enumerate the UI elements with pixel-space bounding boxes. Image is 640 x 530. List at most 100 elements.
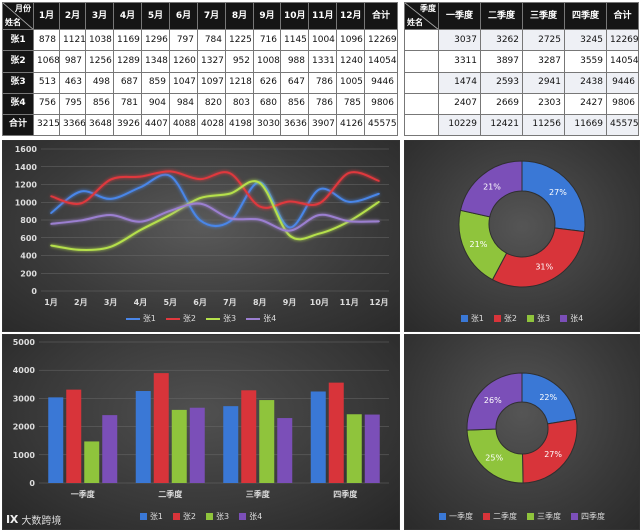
bar-chart-legend-label: 张4	[249, 512, 263, 521]
monthly-table-cell: 1225	[225, 29, 254, 52]
donut-chart-quarter-legend-swatch	[527, 513, 534, 520]
monthly-table-column-header: 合计	[364, 1, 398, 31]
line-chart-x-tick-label: 11月	[340, 298, 359, 307]
quarterly-table-column-header: 二季度	[480, 1, 523, 31]
monthly-table-row-header: 张4	[2, 92, 34, 115]
bar-chart-legend-swatch	[139, 513, 147, 520]
bar-chart-legend-swatch	[172, 513, 180, 520]
monthly-table-cell: 1256	[85, 50, 114, 73]
monthly-table-cell: 1260	[169, 50, 198, 73]
line-chart-x-tick-label: 2月	[74, 298, 88, 307]
line-chart-x-tick-label: 1月	[44, 298, 58, 307]
monthly-table-corner-bottom: 姓名	[5, 18, 21, 28]
line-chart-y-tick-label: 1200	[15, 181, 38, 190]
line-point	[50, 212, 52, 214]
donut-chart-quarter-slice-label: 25%	[485, 453, 503, 462]
donut-chart-person-legend-item: 张2	[493, 313, 517, 324]
line-point	[109, 178, 112, 181]
quarterly-table-column-header: 合计	[606, 1, 639, 31]
monthly-table-cell: 1097	[197, 71, 226, 94]
donut-chart-quarter-legend-swatch	[571, 513, 578, 520]
bar-chart: 0 1000 2000 3000 4000 5000 一季度 二季度 三季度 四季度	[13, 338, 389, 499]
quarterly-table-row: 张3 1474 2593 2941 2438 9446	[404, 71, 639, 94]
line-chart-x-tick-label: 10月	[310, 298, 329, 307]
quarterly-table-row: 张2 3311 3897 3287 3559 14054	[404, 50, 639, 73]
monthly-table-cell: 1327	[197, 50, 226, 73]
watermark-logo-icon: Ⅸ	[6, 513, 19, 526]
donut-chart-person-legend-label: 张2	[503, 314, 517, 323]
quarterly-table-corner-top: 季度	[420, 4, 436, 13]
bar-3	[346, 414, 362, 483]
monthly-table-cell: 12269	[364, 29, 398, 52]
line-point	[169, 213, 172, 216]
line-chart-legend-item: 张1	[125, 313, 156, 324]
line-point	[50, 195, 52, 198]
line-point	[199, 197, 201, 199]
monthly-table-column-header: 8月	[225, 1, 254, 31]
donut-chart-person-legend: 张1 张2 张3 张4	[405, 313, 639, 324]
donut-chart-quarter-legend-swatch	[439, 513, 446, 520]
line-point	[258, 205, 261, 208]
line-point	[139, 220, 142, 223]
monthly-table-cell: 1145	[280, 29, 309, 52]
quarterly-table-cell: 3245	[564, 29, 607, 52]
monthly-table-column-header: 7月	[197, 1, 226, 31]
bar-chart-y-tick-label: 0	[29, 479, 35, 488]
line-point	[318, 202, 321, 205]
bar-chart-x-tick-label: 四季度	[333, 489, 358, 499]
line-series-3	[50, 180, 380, 251]
donut-chart-person-legend-swatch	[527, 315, 534, 322]
donut-chart-person-legend-label: 张3	[537, 314, 551, 323]
line-point	[318, 188, 321, 191]
quarterly-table-row-header: 张4	[404, 92, 439, 115]
quarterly-table-cell: 11256	[522, 113, 565, 137]
monthly-table-cell: 45575	[364, 113, 398, 137]
quarterly-table-cell: 9806	[606, 92, 639, 115]
line-point	[318, 214, 321, 216]
line-chart-y-tick-label: 1400	[15, 163, 38, 172]
monthly-table-cell: 680	[253, 92, 281, 115]
donut-chart-person-legend-swatch	[560, 315, 568, 322]
monthly-table-cell: 1047	[169, 71, 198, 94]
monthly-table-cell: 795	[59, 92, 86, 115]
quarterly-table-row-header: 合计	[404, 113, 439, 137]
bar-3	[171, 409, 187, 483]
monthly-table-row-header: 合计	[2, 113, 34, 137]
donut-chart-person-slice-label: 21%	[470, 240, 488, 249]
quarterly-table-row-header: 张2	[404, 50, 439, 73]
monthly-table-cell: 1348	[141, 50, 170, 73]
monthly-table-row: 张1 878 1121 1038 1169 1296 797 784 1225 716 1145 10…	[2, 29, 398, 52]
monthly-table-cell: 3366	[59, 113, 86, 137]
donut-chart-quarter-slice-2	[521, 418, 578, 484]
line-point	[199, 219, 201, 222]
monthly-table-cell: 513	[33, 71, 60, 94]
quarterly-table-cell: 3559	[564, 50, 607, 73]
bar-chart-legend-item: 张3	[206, 511, 229, 522]
monthly-table-cell: 626	[253, 71, 281, 94]
line-point	[109, 246, 112, 248]
line-point	[378, 180, 380, 182]
line-point	[50, 244, 52, 247]
line-chart-y-tick-label: 0	[31, 287, 37, 296]
line-chart-x-tick-label: 9月	[283, 298, 297, 307]
monthly-table-column-header: 10月	[280, 1, 309, 31]
monthly-table-cell: 1038	[85, 29, 114, 52]
donut-chart-person-panel: 27% 31% 21% 21% 张1 张2 张3 张4	[404, 140, 640, 332]
monthly-table-cell: 716	[253, 29, 281, 52]
line-point	[109, 198, 112, 200]
quarterly-table-cell: 2941	[522, 71, 565, 94]
line-chart-legend-label: 张4	[263, 314, 277, 323]
line-point	[288, 234, 291, 237]
bar-1	[310, 391, 326, 483]
monthly-table-column-header: 4月	[113, 1, 142, 31]
line-chart: 0 200 400 600 800 1000 1200 1400 1600 1月 2月 3月 4月 5月 6…	[15, 145, 389, 307]
quarterly-table-cell: 2438	[564, 71, 607, 94]
monthly-table-cell: 9806	[364, 92, 398, 115]
monthly-table-column-header: 2月	[59, 1, 86, 31]
monthly-table-cell: 820	[197, 92, 226, 115]
donut-chart-quarter-legend-item: 二季度	[483, 511, 517, 522]
donut-chart-quarter-legend-item: 一季度	[439, 511, 473, 522]
line-chart-legend-item: 张4	[246, 313, 276, 324]
donut-chart-person-slice-label: 21%	[483, 183, 501, 192]
monthly-table-cell: 786	[308, 92, 337, 115]
